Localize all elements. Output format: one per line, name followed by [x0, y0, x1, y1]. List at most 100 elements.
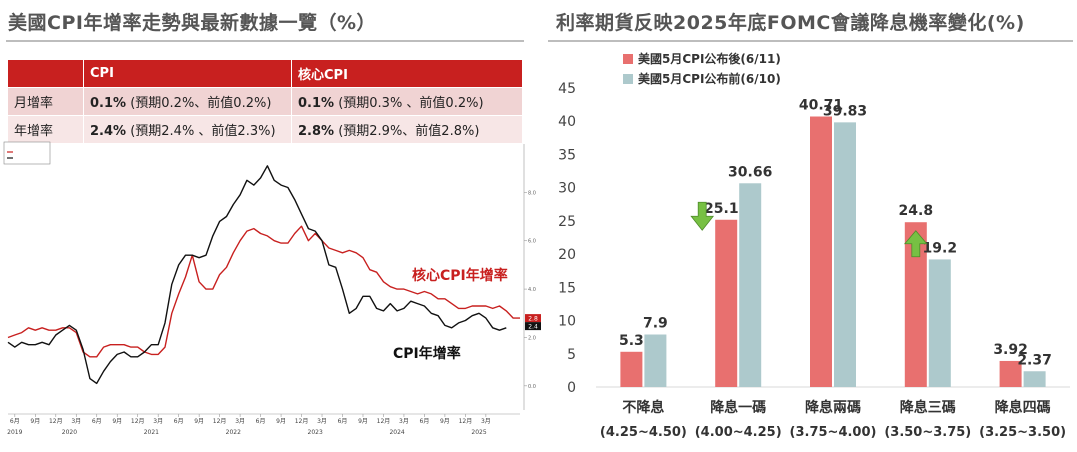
y-tick-label: 35	[558, 147, 576, 163]
bar-value-label: 24.8	[899, 203, 934, 219]
legend-swatch	[623, 54, 633, 64]
bar	[834, 122, 856, 387]
x-tick-label: 3月	[481, 418, 491, 425]
table-header-cpi: CPI	[83, 60, 292, 88]
cpi-cell: 0.1% (預期0.2%、前值0.2%)	[83, 87, 292, 116]
core-cpi-value: 0.1%	[298, 96, 335, 111]
x-tick-label: 6月	[420, 418, 430, 425]
right-panel-title: 利率期貨反映2025年底FOMC會議降息機率變化(%)	[556, 12, 1025, 34]
core-cpi-cell: 2.8% (預期2.9%、前值2.8%)	[291, 115, 523, 144]
cpi-data-table: CPI 核心CPI 月增率 0.1% (預期0.2%、前值0.2%) 0.1% …	[8, 60, 523, 144]
x-tick-label: 9月	[276, 418, 286, 425]
y-tick-label: 40	[558, 114, 576, 130]
x-tick-label: 3月	[71, 418, 81, 425]
year-label: 2022	[226, 429, 241, 436]
bar	[928, 259, 951, 387]
left-title-rule	[6, 40, 524, 42]
cpi-line-chart: 0.0 2.0 4.0 6.0 8.0 6月 9月 12月 3月 6月 9月 12月 3月 6月 9月 12月…	[3, 141, 541, 436]
bar-value-label: 3.92	[993, 342, 1028, 358]
x-tick-label: 3月	[235, 418, 245, 425]
x-tick-label: 3月	[153, 418, 163, 425]
year-label: 2025	[471, 429, 486, 436]
year-label: 2019	[7, 429, 22, 436]
cpi-detail: (預期0.2%、前值0.2%)	[126, 96, 272, 111]
x-tick-label: 9月	[30, 418, 40, 425]
table-header-empty	[8, 60, 84, 88]
cpi-badge	[525, 322, 541, 331]
cpi-series-label: CPI年增率	[393, 345, 461, 362]
legend-label: 美國5月CPI公布前(6/10)	[638, 71, 781, 86]
bar	[715, 219, 738, 387]
table-header-core-cpi: 核心CPI	[291, 60, 523, 88]
year-label: 2021	[144, 429, 159, 436]
category-label: 不降息	[622, 399, 664, 416]
x-tick-label: 9月	[440, 418, 450, 425]
x-tick-label: 9月	[112, 418, 122, 425]
cpi-detail: (預期2.4% 、前值2.3%)	[126, 124, 276, 139]
category-label: 降息兩碼	[805, 399, 861, 416]
y-tick-label: 10	[558, 314, 576, 330]
row-label: 月增率	[8, 87, 84, 116]
y-tick-label: 8.0	[528, 190, 536, 196]
y-tick-label: 30	[558, 181, 576, 197]
cpi-value: 0.1%	[90, 96, 127, 111]
bar	[620, 351, 643, 387]
left-panel-title: 美國CPI年增率走勢與最新數據一覽（%）	[8, 12, 376, 34]
x-tick-label: 9月	[194, 418, 204, 425]
y-tick-label: 0.0	[528, 384, 536, 390]
y-tick-label: 2.0	[528, 335, 536, 341]
bar-value-label: 7.9	[643, 316, 668, 332]
core-cpi-value: 2.8%	[298, 124, 335, 139]
bar	[739, 183, 762, 387]
legend-swatch	[623, 74, 633, 84]
bar-value-label: 2.37	[1017, 352, 1052, 368]
series-line	[7, 225, 520, 358]
y-tick-label: 20	[558, 247, 576, 263]
bar	[644, 334, 667, 387]
cpi-badge-value: 2.4	[528, 324, 538, 331]
bar-value-label: 30.66	[728, 164, 772, 180]
x-tick-label: 12月	[377, 418, 391, 425]
core-badge-value: 2.8	[528, 316, 538, 323]
y-tick-label: 6.0	[528, 239, 536, 245]
x-tick-label: 6月	[174, 418, 184, 425]
x-tick-label: 6月	[256, 418, 266, 425]
bar-value-label: 25.17	[704, 201, 748, 217]
category-range-label: (3.75~4.00)	[790, 425, 877, 440]
category-range-label: (3.25~3.50)	[979, 425, 1066, 440]
year-label: 2024	[389, 429, 404, 436]
x-tick-label: 9月	[358, 418, 368, 425]
category-label: 降息一碼	[710, 399, 766, 416]
bar-value-label: 40.71	[799, 98, 843, 114]
bar-value-label: 19.2	[923, 240, 958, 256]
table-header-row: CPI 核心CPI	[8, 60, 523, 88]
fomc-probability-bar-chart: 美國5月CPI公布後(6/11) 美國5月CPI公布前(6/10) 0 5 10 15 20…	[558, 51, 1070, 440]
cpi-cell: 2.4% (預期2.4% 、前值2.3%)	[83, 115, 292, 144]
x-tick-label: 6月	[10, 418, 20, 425]
x-tick-label: 3月	[317, 418, 327, 425]
table-row-mom: 月增率 0.1% (預期0.2%、前值0.2%) 0.1% (預期0.3% 、前…	[8, 87, 523, 116]
x-tick-label: 12月	[131, 418, 145, 425]
category-range-label: (4.25~4.50)	[600, 425, 687, 440]
right-title-rule	[548, 40, 1073, 42]
series-line	[7, 165, 507, 385]
arrow-up-icon	[903, 230, 928, 258]
category-range-label: (3.50~3.75)	[884, 425, 971, 440]
category-label: 降息三碼	[900, 399, 956, 416]
bar	[810, 116, 832, 387]
x-tick-label: 12月	[213, 418, 227, 425]
legend-label: 美國5月CPI公布後(6/11)	[638, 51, 781, 66]
core-badge	[525, 314, 541, 323]
x-tick-label: 12月	[49, 418, 63, 425]
core-cpi-detail: (預期2.9%、前值2.8%)	[334, 124, 480, 139]
core-cpi-series-label: 核心CPI年增率	[412, 267, 508, 284]
y-tick-label: 4.0	[528, 287, 536, 293]
core-cpi-detail: (預期0.3% 、前值0.2%)	[334, 96, 484, 111]
legend-box	[3, 141, 51, 165]
bar	[904, 222, 927, 387]
year-label: 2020	[62, 429, 77, 436]
category-range-label: (4.00~4.25)	[695, 425, 782, 440]
x-tick-label: 12月	[459, 418, 473, 425]
y-tick-label: 45	[558, 81, 576, 97]
y-tick-label: 15	[558, 280, 576, 296]
